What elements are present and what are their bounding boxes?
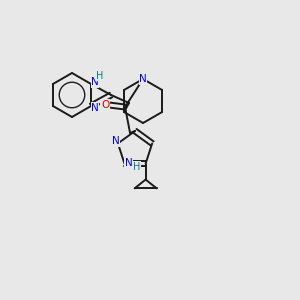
Text: N: N <box>139 74 147 84</box>
Text: N: N <box>112 136 120 146</box>
Text: N: N <box>91 77 99 87</box>
Text: O: O <box>101 100 109 110</box>
Text: N: N <box>124 158 132 168</box>
Text: H: H <box>96 71 104 81</box>
Text: H: H <box>133 162 140 172</box>
Text: N: N <box>91 103 99 113</box>
